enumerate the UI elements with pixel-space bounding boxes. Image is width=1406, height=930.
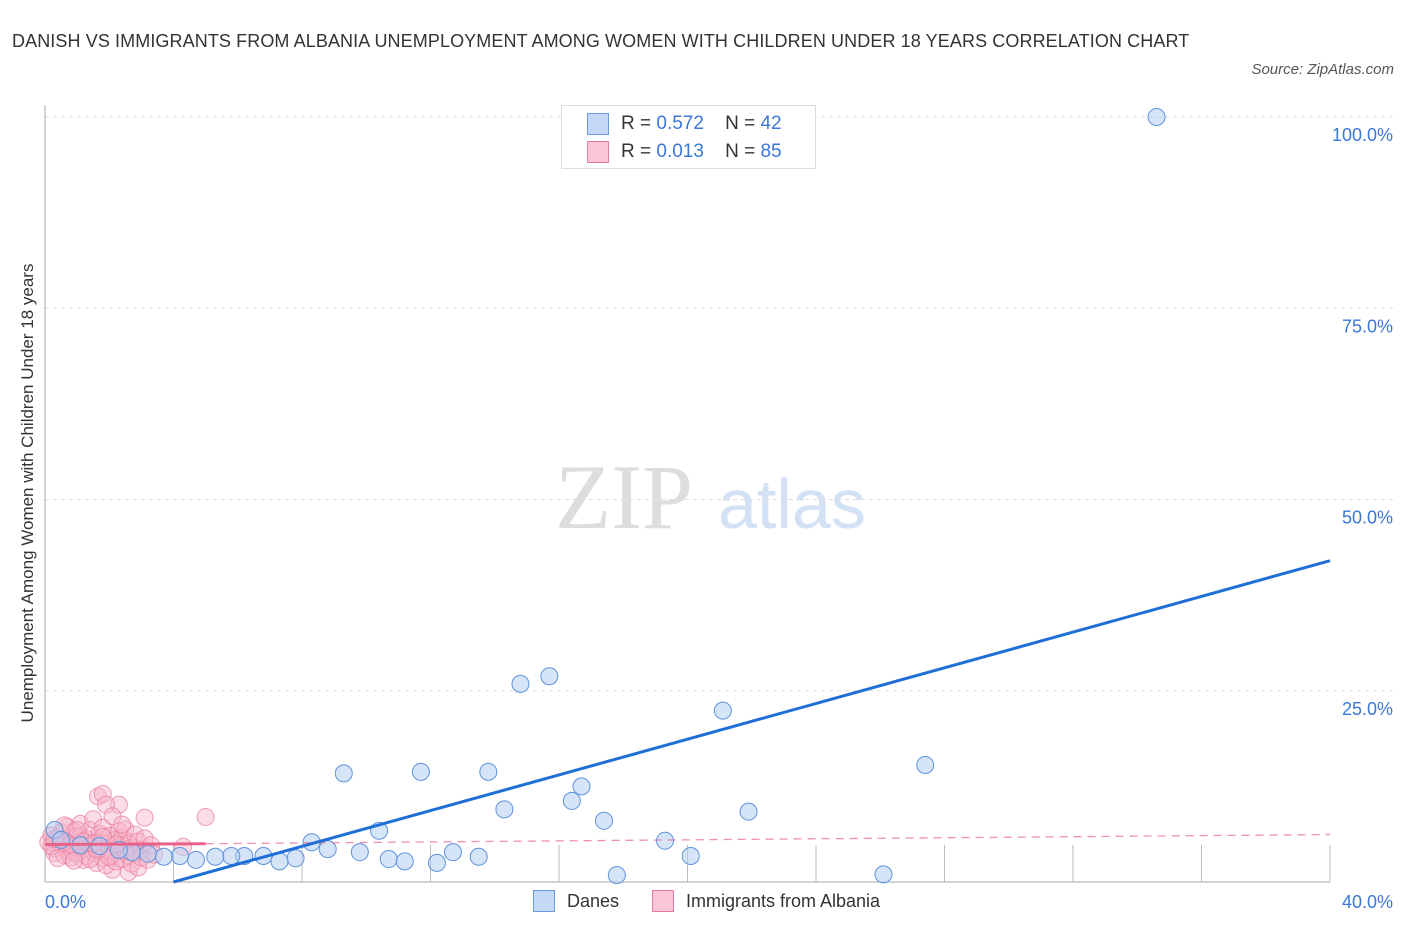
danes-point	[594, 811, 613, 830]
legend-row-danes: R = 0.572 N = 42	[587, 110, 782, 138]
legend-row-albania: R = 0.013 N = 85	[587, 138, 782, 166]
danes-point	[90, 837, 109, 856]
danes-point	[1147, 108, 1166, 126]
danes-point	[411, 762, 430, 781]
danes-point	[874, 865, 893, 884]
danes-point	[540, 667, 559, 686]
danes-point	[427, 853, 446, 872]
n-value: 42	[760, 113, 782, 134]
legend-item-danes: Danes	[533, 890, 619, 912]
y-tick-label: 50.0%	[1342, 508, 1393, 528]
albania-point	[64, 851, 83, 870]
correlation-legend: R = 0.572 N = 42 R = 0.013 N = 85	[561, 105, 816, 169]
danes-trend-line	[173, 559, 1331, 884]
x-tick-label: 0.0%	[45, 892, 86, 912]
albania-point	[129, 858, 148, 877]
albania-point	[196, 807, 215, 826]
x-tick-label: 40.0%	[1342, 892, 1393, 912]
y-tick-label: 25.0%	[1342, 699, 1393, 719]
danes-point	[495, 800, 514, 819]
legend-label: Immigrants from Albania	[686, 890, 881, 911]
legend-label: Danes	[567, 890, 620, 911]
albania-point	[80, 850, 99, 869]
chart-title: DANISH VS IMMIGRANTS FROM ALBANIA UNEMPL…	[12, 31, 1190, 51]
danes-point	[739, 802, 758, 821]
danes-point	[186, 850, 205, 869]
albania-point	[93, 785, 112, 804]
albania-point	[135, 808, 154, 827]
danes-point	[511, 674, 530, 693]
r-value: 0.572	[656, 113, 704, 134]
n-label: N =	[725, 113, 756, 134]
danes-point	[469, 847, 488, 866]
watermark-atlas: atlas	[718, 465, 866, 543]
r-label: R =	[621, 113, 652, 134]
danes-point	[713, 701, 732, 720]
danes-point	[607, 866, 626, 885]
albania-trend-solid	[44, 842, 206, 847]
danes-point	[562, 791, 581, 810]
danes-point	[138, 844, 157, 863]
albania-point	[109, 795, 128, 814]
albania-point	[97, 795, 116, 814]
legend-item-albania: Immigrants from Albania	[652, 890, 880, 912]
danes-point	[154, 847, 173, 866]
danes-point	[395, 852, 414, 871]
danes-point	[222, 846, 241, 865]
albania-point	[48, 849, 67, 868]
danes-point	[206, 847, 225, 866]
danes-point	[379, 850, 398, 869]
n-value: 85	[760, 141, 782, 162]
albania-trend-dashed	[205, 833, 1331, 845]
r-label: R =	[621, 141, 652, 162]
y-tick-label: 100.0%	[1332, 125, 1393, 145]
danes-point	[916, 755, 935, 774]
danes-point	[479, 762, 498, 781]
danes-point	[170, 846, 189, 865]
danes-point	[572, 777, 591, 796]
watermark-zip: ZIP	[555, 446, 693, 548]
r-value: 0.013	[656, 141, 704, 162]
danes-point	[350, 843, 369, 862]
danes-point	[286, 849, 305, 868]
albania-point	[113, 815, 132, 834]
albania-swatch	[587, 141, 609, 163]
danes-point	[681, 846, 700, 865]
danes-point	[334, 764, 353, 783]
chart-source: Source: ZipAtlas.com	[1251, 61, 1394, 78]
danes-swatch	[533, 890, 555, 912]
danes-swatch	[587, 113, 609, 135]
danes-point	[443, 843, 462, 862]
albania-swatch	[652, 890, 674, 912]
n-label: N =	[725, 141, 756, 162]
y-tick-label: 75.0%	[1342, 316, 1393, 336]
